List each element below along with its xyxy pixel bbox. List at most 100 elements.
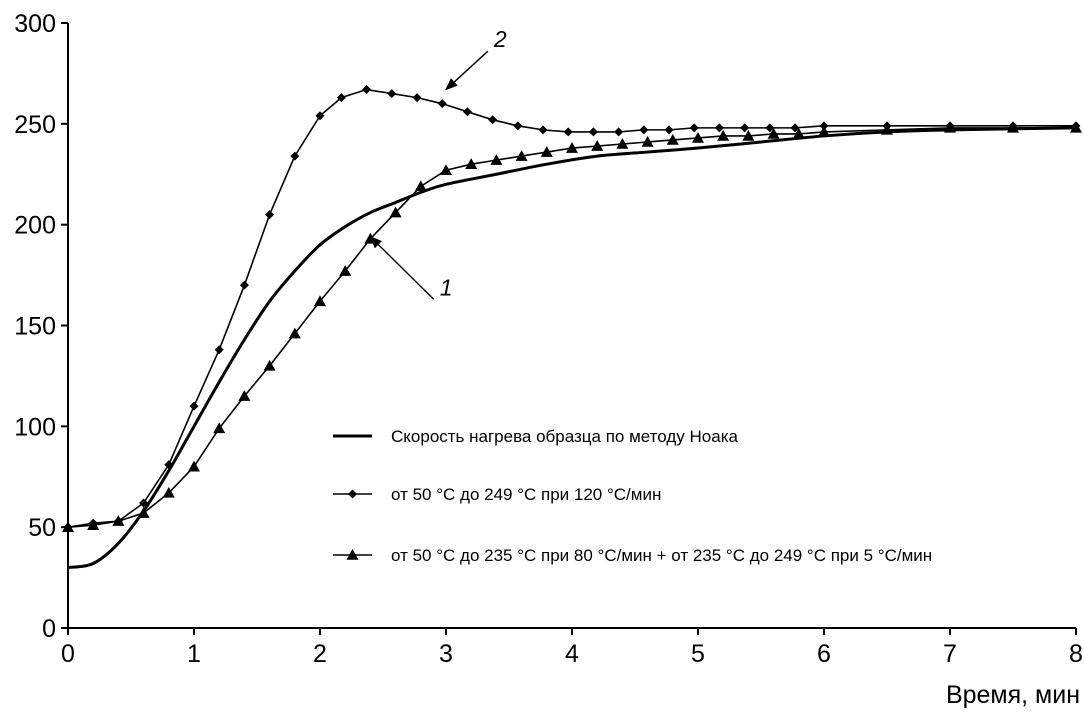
data-point-triangle [692, 131, 704, 143]
annotation-arrow [445, 50, 489, 91]
series-line [67, 126, 1077, 569]
data-point-diamond [164, 460, 174, 470]
data-point-triangle [414, 180, 427, 192]
data-point-triangle [490, 154, 503, 165]
data-point-diamond [513, 121, 523, 131]
data-point-triangle [1070, 121, 1082, 133]
data-point-triangle [641, 135, 654, 147]
data-point-triangle [767, 127, 780, 139]
y-tick-label: 150 [14, 313, 56, 341]
data-point-diamond [437, 99, 447, 109]
annotation-label: 2 [493, 26, 507, 52]
x-tick-label: 2 [313, 640, 327, 668]
data-point-diamond [239, 280, 249, 290]
x-tick-label: 5 [691, 640, 705, 668]
data-point-diamond [488, 115, 498, 125]
data-point-triangle [465, 158, 478, 169]
data-point-diamond [348, 489, 357, 499]
data-point-diamond [664, 125, 674, 135]
data-point-diamond [765, 123, 775, 133]
data-point-diamond [265, 210, 275, 220]
annotations: 21 [369, 26, 507, 300]
x-tick-label: 0 [61, 640, 75, 668]
data-point-triangle [566, 142, 578, 153]
y-tick-label: 250 [14, 111, 56, 139]
y-tick-label: 200 [14, 212, 56, 240]
data-point-diamond [189, 401, 199, 411]
legend-item: от 50 °С до 249 °С при 120 °С/мин [333, 485, 661, 504]
plot-area [62, 85, 1082, 569]
data-point-triangle [792, 127, 805, 139]
data-point-triangle [616, 138, 629, 149]
data-point-diamond [538, 125, 548, 135]
data-point-triangle [314, 295, 326, 307]
data-point-triangle [818, 125, 830, 137]
series-line [67, 127, 1076, 528]
data-point-diamond [563, 127, 573, 137]
data-point-triangle [666, 133, 679, 145]
x-tick-label: 7 [943, 640, 957, 668]
data-point-triangle [339, 265, 352, 276]
data-point-triangle [213, 422, 226, 434]
data-point-triangle [87, 519, 100, 530]
data-point-diamond [290, 151, 300, 161]
legend-label: Скорость нагрева образца по методу Ноака [391, 427, 739, 446]
data-point-triangle [1007, 121, 1019, 133]
data-point-triangle [263, 359, 276, 371]
series-2 [62, 121, 1082, 532]
data-point-triangle [717, 129, 730, 141]
legend-item: Скорость нагрева образца по методу Ноака [333, 427, 739, 446]
data-point-triangle [62, 521, 74, 532]
data-point-triangle [881, 123, 893, 135]
data-point-triangle [288, 327, 301, 339]
data-point-diamond [336, 93, 346, 103]
y-tick-label: 300 [14, 10, 56, 38]
data-point-diamond [362, 85, 372, 95]
annotation-arrow [369, 235, 435, 300]
legend-item: от 50 °С до 235 °С при 80 °С/мин + от 23… [333, 546, 932, 565]
legend-label: от 50 °С до 235 °С при 80 °С/мин + от 23… [391, 546, 932, 565]
x-tick-label: 1 [187, 640, 201, 668]
data-point-diamond [214, 345, 224, 355]
data-point-diamond [689, 123, 699, 133]
data-point-diamond [819, 121, 829, 131]
data-point-diamond [740, 123, 750, 133]
x-tick-label: 3 [439, 640, 453, 668]
y-tick-label: 0 [42, 615, 56, 643]
data-point-diamond [139, 498, 149, 508]
data-point-triangle [591, 140, 604, 151]
data-point-diamond [790, 123, 800, 133]
data-point-diamond [614, 127, 624, 137]
data-point-triangle [238, 390, 251, 401]
data-point-triangle [440, 164, 452, 176]
data-point-triangle [346, 549, 359, 560]
data-point-triangle [389, 206, 402, 218]
y-tick-label: 100 [14, 413, 56, 441]
data-point-triangle [137, 507, 150, 518]
axes: 0 50 100 150 200 250 300 0 1 2 3 4 5 6 7 8 [14, 10, 1083, 668]
x-tick-label: 4 [565, 640, 579, 668]
legend: Скорость нагрева образца по методу Ноака… [333, 427, 932, 565]
data-point-triangle [162, 486, 175, 498]
x-axis-title: Время, мин [946, 681, 1080, 709]
x-tick-label: 8 [1069, 640, 1083, 668]
legend-label: от 50 °С до 249 °С при 120 °С/мин [391, 485, 661, 504]
data-point-diamond [462, 107, 472, 117]
data-point-diamond [588, 127, 598, 137]
data-point-diamond [639, 125, 649, 135]
data-point-diamond [412, 93, 422, 103]
series-line [67, 88, 1076, 528]
annotation-label: 1 [440, 274, 453, 300]
data-point-triangle [944, 121, 956, 133]
y-tick-label: 50 [28, 514, 56, 542]
data-point-diamond [714, 123, 724, 133]
data-point-diamond [387, 89, 397, 99]
data-point-triangle [742, 129, 755, 141]
x-tick-label: 6 [817, 640, 831, 668]
data-point-triangle [188, 460, 200, 472]
data-point-triangle [540, 146, 553, 157]
data-point-triangle [112, 515, 125, 526]
series-0 [67, 126, 1077, 569]
data-point-diamond [315, 111, 325, 121]
